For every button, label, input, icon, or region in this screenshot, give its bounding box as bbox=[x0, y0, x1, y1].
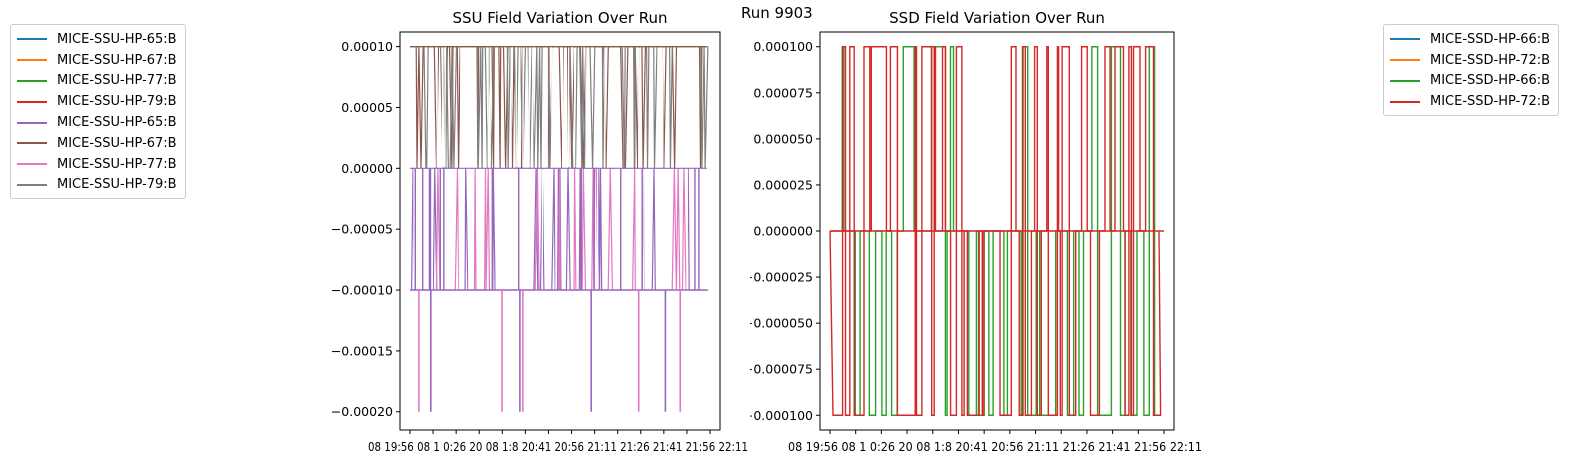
legend-label: MICE-SSU-HP-77:B bbox=[57, 73, 177, 89]
legend-swatch bbox=[17, 38, 47, 41]
legend-ssd: MICE-SSD-HP-66:B MICE-SSD-HP-72:B MICE-SSD… bbox=[1383, 24, 1560, 117]
legend-entry: MICE-SSD-HP-72:B bbox=[1390, 50, 1550, 71]
legend-label: MICE-SSU-HP-67:B bbox=[57, 52, 177, 68]
legend-label: MICE-SSD-HP-72:B bbox=[1430, 94, 1551, 110]
axes-frame bbox=[399, 31, 721, 431]
figure-suptitle: Run 9903 bbox=[741, 4, 813, 22]
legend-entry: MICE-SSU-HP-65:B bbox=[17, 29, 177, 50]
legend-label: MICE-SSD-HP-66:B bbox=[1430, 31, 1551, 47]
legend-swatch bbox=[1390, 59, 1420, 62]
legend-label: MICE-SSU-HP-79:B bbox=[57, 177, 177, 193]
legend-swatch bbox=[1390, 38, 1420, 41]
legend-label: MICE-SSD-HP-66:B bbox=[1430, 73, 1551, 89]
series-line-ssd-hp-72 bbox=[829, 46, 1162, 416]
legend-entry: MICE-SSU-HP-79:B bbox=[17, 91, 177, 112]
legend-entry: MICE-SSD-HP-66:B bbox=[1390, 29, 1550, 50]
plot-area bbox=[829, 46, 1164, 416]
legend-entry: MICE-SSU-HP-79:B bbox=[17, 175, 177, 196]
y-tick-label: −0.00020 bbox=[331, 404, 393, 419]
legend-label: MICE-SSD-HP-72:B bbox=[1430, 52, 1551, 68]
y-tick-label: 0.000025 bbox=[753, 177, 813, 192]
y-tick-label: 0.00005 bbox=[341, 100, 393, 115]
legend-swatch bbox=[17, 59, 47, 62]
legend-swatch bbox=[17, 142, 47, 145]
legend-swatch bbox=[1390, 100, 1420, 103]
y-tick-label: −0.000025 bbox=[750, 270, 813, 285]
x-tick-labels: 08 19:56 08 1 0:26 20 08 1:8 20:41 20:56… bbox=[368, 439, 748, 454]
chart-title: SSD Field Variation Over Run bbox=[889, 9, 1105, 27]
legend-label: MICE-SSU-HP-65:B bbox=[57, 115, 177, 131]
legend-swatch bbox=[17, 163, 47, 166]
y-tick-label: 0.000050 bbox=[753, 131, 813, 146]
legend-label: MICE-SSU-HP-79:B bbox=[57, 94, 177, 110]
legend-entry: MICE-SSU-HP-67:B bbox=[17, 50, 177, 71]
legend-entry: MICE-SSD-HP-72:B bbox=[1390, 91, 1550, 112]
legend-swatch bbox=[1390, 79, 1420, 82]
legend-entry: MICE-SSU-HP-65:B bbox=[17, 112, 177, 133]
y-tick-label: −0.00010 bbox=[331, 283, 393, 298]
y-tick-label: −0.00015 bbox=[331, 343, 393, 358]
plot-area bbox=[410, 46, 709, 412]
y-tick-label: −0.000075 bbox=[750, 362, 813, 377]
legend-entry: MICE-SSU-HP-77:B bbox=[17, 154, 177, 175]
y-tick-label: 0.00000 bbox=[341, 161, 393, 176]
legend-swatch bbox=[17, 79, 47, 82]
y-tick-label: −0.000050 bbox=[750, 316, 813, 331]
legend-label: MICE-SSU-HP-67:B bbox=[57, 135, 177, 151]
legend-swatch bbox=[17, 100, 47, 103]
legend-entry: MICE-SSU-HP-77:B bbox=[17, 71, 177, 92]
y-tick-label: 0.00010 bbox=[341, 39, 393, 54]
y-tick-label: −0.000100 bbox=[750, 408, 813, 423]
legend-label: MICE-SSU-HP-65:B bbox=[57, 31, 177, 47]
chart-ssu-field-variation: SSU Field Variation Over Run 0.00010 0.000… bbox=[331, 9, 748, 454]
legend-label: MICE-SSU-HP-77:B bbox=[57, 156, 177, 172]
legend-ssu: MICE-SSU-HP-65:B MICE-SSU-HP-67:B MICE-SSU… bbox=[10, 24, 186, 200]
y-tick-label: 0.000100 bbox=[753, 39, 813, 54]
legend-entry: MICE-SSD-HP-66:B bbox=[1390, 71, 1550, 92]
chart-ssd-field-variation: SSD Field Variation Over Run 0.000100 0.00… bbox=[750, 9, 1202, 454]
y-tick-label: 0.000000 bbox=[753, 224, 813, 239]
x-tick-labels: 08 19:56 08 1 0:26 20 08 1:8 20:41 20:56… bbox=[788, 439, 1202, 454]
legend-swatch bbox=[17, 183, 47, 186]
legend-entry: MICE-SSU-HP-67:B bbox=[17, 133, 177, 154]
chart-title: SSU Field Variation Over Run bbox=[452, 9, 667, 27]
y-tick-label: −0.00005 bbox=[331, 222, 393, 237]
y-tick-label: 0.000075 bbox=[753, 85, 813, 100]
legend-swatch bbox=[17, 121, 47, 124]
